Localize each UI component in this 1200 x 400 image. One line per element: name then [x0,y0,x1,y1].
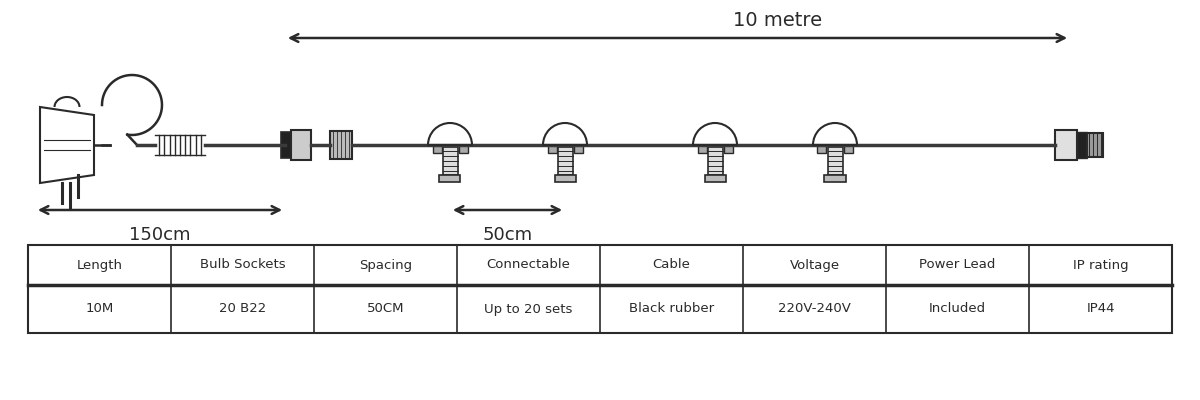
Text: 150cm: 150cm [130,226,191,244]
Bar [697,137,707,153]
Wedge shape [814,123,857,145]
Text: IP rating: IP rating [1073,258,1128,272]
Bar [330,131,352,159]
Text: 220V-240V: 220V-240V [778,302,851,316]
Bar [292,130,311,160]
Wedge shape [428,123,472,145]
Bar [432,137,442,153]
Text: 10M: 10M [85,302,114,316]
Text: Up to 20 sets: Up to 20 sets [485,302,572,316]
Bar [708,147,722,175]
Bar [844,137,852,153]
Text: Power Lead: Power Lead [919,258,996,272]
Bar [281,132,292,158]
Text: Bulb Sockets: Bulb Sockets [199,258,286,272]
Text: IP44: IP44 [1086,302,1115,316]
Bar [558,147,572,175]
Polygon shape [40,107,94,183]
Bar [28,245,1172,333]
Bar [817,137,827,153]
Wedge shape [544,123,587,145]
Bar [824,175,846,182]
Bar [574,137,582,153]
Bar [439,175,461,182]
Text: Black rubber: Black rubber [629,302,714,316]
Text: Spacing: Spacing [359,258,412,272]
Wedge shape [694,123,737,145]
Text: Voltage: Voltage [790,258,840,272]
Text: Connectable: Connectable [486,258,570,272]
Text: Cable: Cable [653,258,690,272]
Bar [1087,133,1103,157]
Bar [1078,132,1087,158]
Text: 50CM: 50CM [367,302,404,316]
Bar [704,175,726,182]
Bar [155,135,205,155]
Bar [458,137,468,153]
Text: 20 B22: 20 B22 [218,302,266,316]
Text: 50cm: 50cm [482,226,533,244]
Bar [724,137,732,153]
Bar [547,137,557,153]
Bar [554,175,576,182]
Text: Length: Length [77,258,122,272]
Bar [443,147,457,175]
Text: 10 metre: 10 metre [733,11,822,30]
Text: Included: Included [929,302,986,316]
Bar [828,147,842,175]
Bar [1055,130,1078,160]
